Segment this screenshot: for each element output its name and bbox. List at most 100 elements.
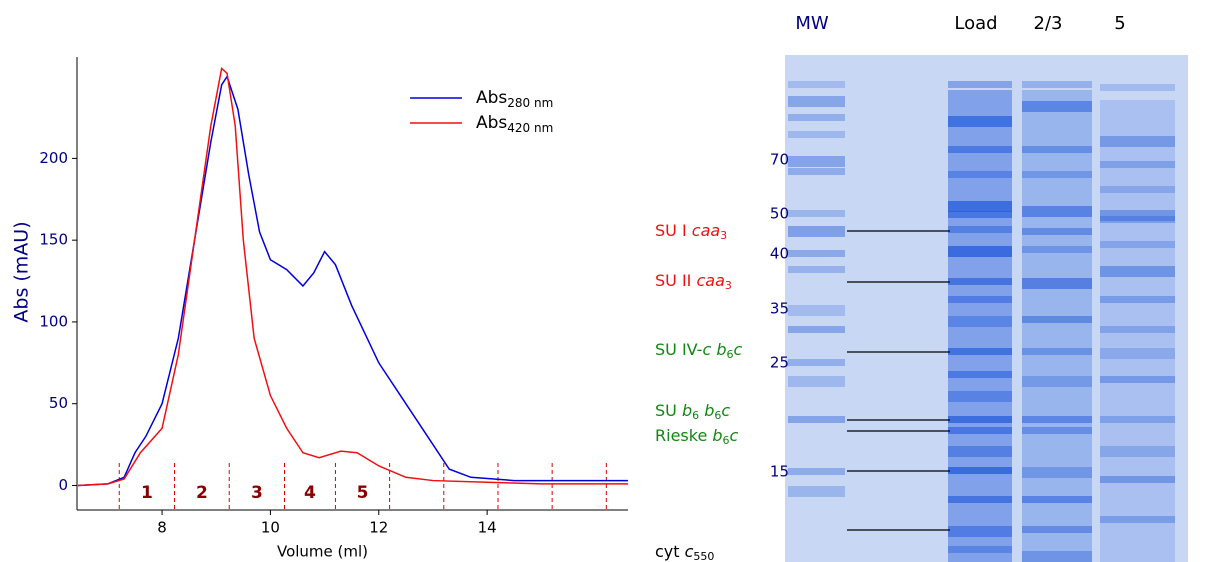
legend-name: Abs	[476, 88, 507, 108]
mw-label: 70	[770, 151, 789, 169]
band-label: SU b6 b6c	[655, 401, 730, 423]
gel-band	[1022, 416, 1092, 423]
gel-band	[948, 226, 1012, 233]
gel-band	[1022, 467, 1092, 478]
gel-band	[948, 416, 1012, 423]
gel-smear	[1100, 100, 1175, 562]
y-tick-label: 100	[39, 312, 68, 330]
gel-band	[788, 266, 845, 273]
gel-band	[948, 391, 1012, 402]
band-label: SU II caa3	[655, 271, 732, 293]
legend-sub: 280 nm	[507, 96, 553, 110]
band-label-part: Rieske	[655, 426, 712, 445]
gel-band	[948, 467, 1012, 474]
mw-label: 50	[770, 205, 789, 223]
gel-band	[788, 359, 845, 366]
gel-band	[948, 171, 1012, 178]
band-label: SU I caa3	[655, 221, 727, 243]
band-label-part: b	[712, 426, 722, 445]
fraction-label: 4	[304, 483, 316, 503]
gel-band	[1022, 278, 1092, 289]
lane-label: 5	[1114, 13, 1125, 34]
gel-band	[948, 116, 1012, 127]
gel-band	[1022, 551, 1092, 562]
gel-band	[1022, 81, 1092, 88]
band-label-part: 3	[725, 279, 732, 292]
gel-band	[1100, 266, 1175, 277]
gel-band	[1100, 241, 1175, 248]
data-line	[78, 74, 628, 487]
gel-band	[948, 201, 1012, 212]
lane-label: Load	[954, 13, 997, 34]
band-label-part: SU II	[655, 271, 696, 290]
gel-band	[1100, 516, 1175, 523]
legend-label: Abs420 nm	[476, 113, 553, 135]
gel-band	[788, 210, 845, 217]
fraction-label: 1	[141, 483, 153, 503]
band-label-part: 6	[727, 348, 734, 361]
gel-band	[1100, 186, 1175, 193]
band-label-part: caa	[696, 271, 724, 290]
gel-band	[788, 156, 845, 167]
gel	[785, 55, 1188, 562]
band-label-part: 6	[692, 409, 699, 422]
legend-sub: 420 nm	[507, 121, 553, 135]
gel-band	[1100, 326, 1175, 333]
gel-band	[948, 211, 1012, 218]
gel-band	[1022, 171, 1092, 178]
gel-band	[788, 376, 845, 387]
gel-band	[948, 446, 1012, 457]
gel-band	[1022, 427, 1092, 434]
gel-band	[948, 348, 1012, 355]
x-tick-label: 14	[478, 519, 497, 537]
gel-band	[1022, 376, 1092, 387]
gel-band	[948, 316, 1012, 327]
band-label-part: 6	[723, 434, 730, 447]
lane-label: MW	[795, 13, 829, 34]
gel-band	[788, 416, 845, 423]
band-label: Rieske b6c	[655, 426, 739, 448]
gel-band	[1022, 348, 1092, 355]
x-tick-label: 8	[157, 519, 167, 537]
gel-band	[1022, 526, 1092, 533]
gel-band	[1022, 246, 1092, 253]
y-tick-label: 0	[58, 476, 68, 494]
gel-band	[788, 486, 845, 497]
gel-band	[948, 496, 1012, 503]
band-label-part: b	[682, 401, 692, 420]
gel-band	[948, 526, 1012, 537]
gel-band	[948, 296, 1012, 303]
gel-band	[788, 168, 845, 175]
band-label-part: c	[702, 340, 711, 359]
gel-band	[788, 96, 845, 107]
gel-band	[1022, 206, 1092, 217]
gel-band	[788, 326, 845, 333]
gel-band	[788, 114, 845, 121]
lane-label: 2/3	[1034, 13, 1063, 34]
data-line	[78, 66, 628, 487]
gel-band	[788, 250, 845, 257]
band-label-part: b	[716, 340, 726, 359]
gel-band	[1100, 348, 1175, 359]
legend-label: Abs280 nm	[476, 88, 553, 110]
gel-band	[1022, 228, 1092, 235]
band-label-part: c	[685, 542, 694, 561]
band-label-part: b	[704, 401, 714, 420]
gel-band	[788, 226, 845, 237]
gel-band	[788, 305, 845, 316]
x-tick-label: 10	[261, 519, 280, 537]
gel-band	[1100, 416, 1175, 423]
band-label-part: 3	[720, 229, 727, 242]
gel-band	[948, 371, 1012, 378]
mw-label: 25	[770, 354, 789, 372]
gel-band	[948, 81, 1012, 88]
band-label: SU IV-c b6c	[655, 340, 743, 362]
gel-band	[1100, 296, 1175, 303]
gel-band	[1100, 446, 1175, 457]
band-label-part: 550	[693, 550, 714, 562]
gel-band	[1100, 161, 1175, 168]
fraction-label: 2	[196, 483, 208, 503]
band-label-part: c	[734, 340, 743, 359]
gel-band	[1100, 376, 1175, 383]
